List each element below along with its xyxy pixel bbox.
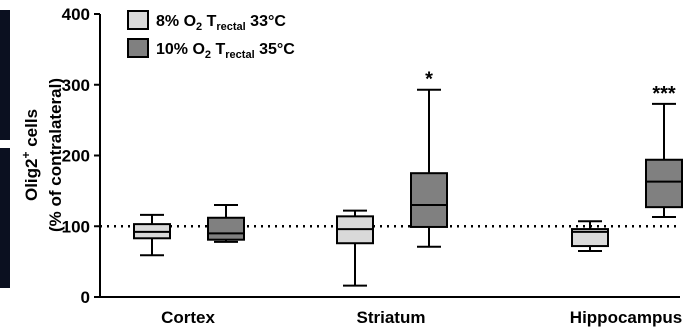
image-strip bbox=[0, 148, 10, 288]
legend-label: 10% O2 Trectal 35°C bbox=[156, 41, 295, 61]
legend-label-part: rectal bbox=[216, 21, 245, 33]
x-tick-label: Striatum bbox=[357, 308, 426, 327]
significance-label: * bbox=[425, 69, 433, 91]
y-axis-label: Olig2+ cells (% of contralateral) bbox=[19, 78, 65, 232]
y-tick-label: 100 bbox=[62, 217, 90, 236]
box bbox=[208, 218, 244, 240]
y-label-part: cells bbox=[22, 109, 41, 152]
x-tick-label: Cortex bbox=[161, 308, 215, 327]
legend-label-part: 35°C bbox=[255, 41, 296, 58]
y-tick-label: 200 bbox=[62, 147, 90, 166]
chart: 0 100 200 300 400 Olig2+ cells (% of contralat… bbox=[0, 0, 692, 329]
x-tick-label: Hippocampus bbox=[570, 308, 682, 327]
y-label-line: Olig2+ cells bbox=[19, 109, 41, 201]
y-label-part: + bbox=[19, 152, 33, 159]
y-label-part: Olig2 bbox=[22, 159, 41, 202]
y-tick-label: 0 bbox=[81, 288, 90, 307]
legend-label-part: 10% O bbox=[156, 41, 205, 58]
significance-label: *** bbox=[652, 83, 676, 105]
box bbox=[646, 160, 682, 207]
legend-label-part: rectal bbox=[225, 49, 254, 61]
legend-swatch bbox=[128, 39, 148, 57]
y-label-line: (% of contralateral) bbox=[46, 78, 65, 232]
y-tick-label: 300 bbox=[62, 76, 90, 95]
legend-label-part: T bbox=[202, 13, 216, 30]
image-strip bbox=[0, 10, 10, 140]
legend-label-part: T bbox=[211, 41, 225, 58]
legend-label-part: 8% O bbox=[156, 13, 196, 30]
legend-label: 8% O2 Trectal 33°C bbox=[156, 13, 286, 33]
legend-swatch bbox=[128, 11, 148, 29]
y-tick-label: 400 bbox=[62, 5, 90, 24]
legend-label-part: 33°C bbox=[246, 13, 287, 30]
box bbox=[411, 173, 447, 227]
